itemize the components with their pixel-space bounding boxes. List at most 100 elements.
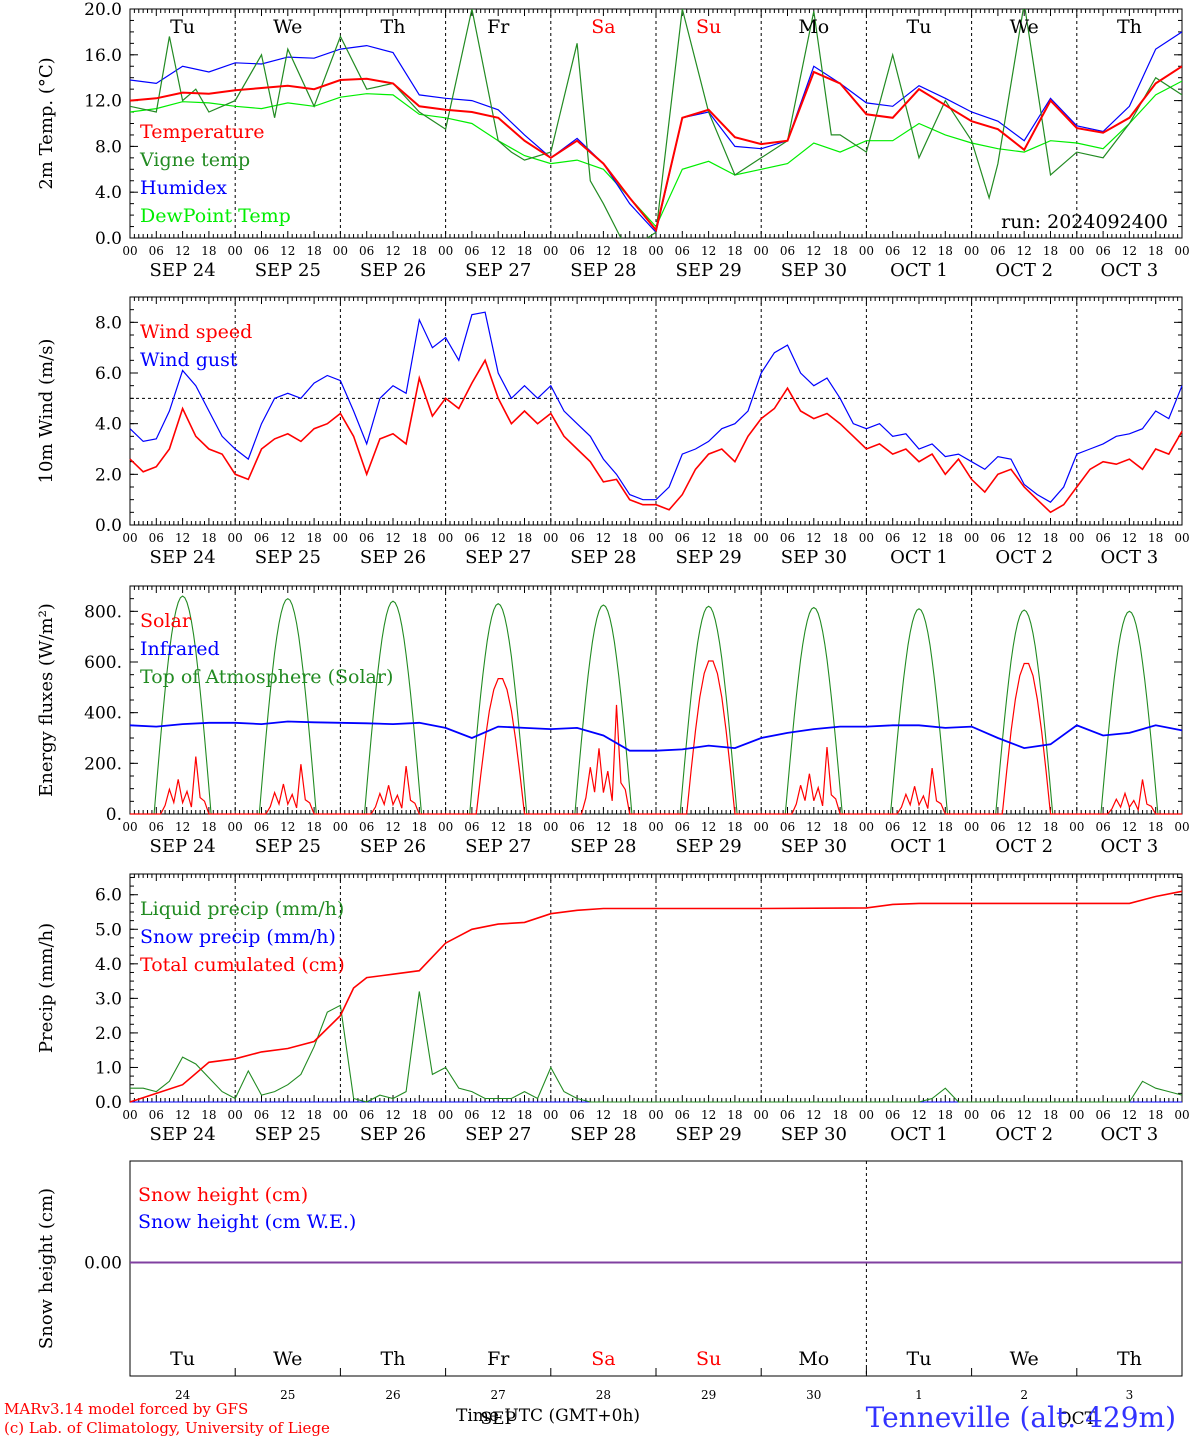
y-tick-label: 16.0 xyxy=(84,46,122,66)
y-axis-label: 2m Temp. (°C) xyxy=(36,57,57,189)
legend-snow-height: Snow height (cm) xyxy=(138,1184,308,1206)
lab-credit: (c) Lab. of Climatology, University of L… xyxy=(4,1419,330,1437)
hour-tick-label: 00 xyxy=(543,820,558,834)
date-label: SEP 26 xyxy=(360,1124,426,1145)
y-tick-label: 8.0 xyxy=(95,313,122,333)
y-tick-label: 4.0 xyxy=(95,183,122,203)
date-label: OCT 1 xyxy=(890,260,948,281)
hour-tick-label: 00 xyxy=(122,531,137,545)
date-label: SEP 29 xyxy=(675,547,741,568)
hour-tick-label: 06 xyxy=(464,244,479,258)
hour-tick-label: 12 xyxy=(806,244,821,258)
hour-tick-label: 18 xyxy=(832,531,847,545)
hour-tick-label: 00 xyxy=(228,531,243,545)
date-label: OCT 1 xyxy=(890,1124,948,1145)
model-credit: MARv3.14 model forced by GFS xyxy=(4,1400,249,1418)
hour-tick-label: 18 xyxy=(622,1108,637,1122)
y-tick-label: 20.0 xyxy=(84,0,122,20)
hour-tick-label: 00 xyxy=(964,1108,979,1122)
temp-panel: 00 06 12 18 00 06 12 18 00 06 12 18 00 06 12 18 00 06 12 18… xyxy=(36,0,1190,281)
hour-tick-label: 12 xyxy=(280,531,295,545)
hour-tick-label: 18 xyxy=(201,820,216,834)
y-tick-label: 6.0 xyxy=(95,886,122,906)
month-label-sep: SEP xyxy=(480,1409,516,1429)
weekday-label: Tu xyxy=(907,1348,932,1370)
date-label: SEP 29 xyxy=(675,1124,741,1145)
legend-infrared: Infrared xyxy=(140,638,220,660)
hour-tick-label: 06 xyxy=(1095,1108,1110,1122)
hour-tick-label: 06 xyxy=(254,820,269,834)
day-number: 26 xyxy=(385,1388,400,1402)
date-label: SEP 26 xyxy=(360,836,426,857)
hour-tick-label: 06 xyxy=(675,1108,690,1122)
hour-tick-label: 06 xyxy=(885,1108,900,1122)
series-line-infrared xyxy=(129,720,1183,752)
date-label: OCT 3 xyxy=(1101,547,1159,568)
hour-tick-label: 18 xyxy=(517,244,532,258)
hour-tick-label: 18 xyxy=(938,531,953,545)
hour-tick-label: 00 xyxy=(438,1108,453,1122)
hour-tick-label: 00 xyxy=(859,1108,874,1122)
date-label: OCT 2 xyxy=(995,547,1053,568)
date-label: SEP 30 xyxy=(781,836,847,857)
hour-tick-label: 18 xyxy=(517,531,532,545)
hour-tick-label: 06 xyxy=(780,1108,795,1122)
hour-tick-label: 18 xyxy=(1148,820,1163,834)
hour-tick-label: 12 xyxy=(701,820,716,834)
day-number: 27 xyxy=(491,1388,506,1402)
y-tick-label: 2.0 xyxy=(95,465,122,485)
series-line-temperature xyxy=(130,65,1182,233)
hour-tick-label: 00 xyxy=(543,531,558,545)
hour-tick-label: 12 xyxy=(1017,531,1032,545)
hour-tick-label: 18 xyxy=(727,244,742,258)
hour-tick-label: 00 xyxy=(228,820,243,834)
hour-tick-label: 06 xyxy=(149,1108,164,1122)
hour-tick-label: 12 xyxy=(1017,820,1032,834)
weekday-label: Th xyxy=(1117,1348,1142,1370)
hour-tick-label: 06 xyxy=(254,244,269,258)
series-line-solar xyxy=(130,660,1182,815)
y-tick-label: 6.0 xyxy=(95,364,122,384)
day-number: 24 xyxy=(175,1388,191,1402)
hour-tick-label: 00 xyxy=(859,531,874,545)
hour-tick-label: 06 xyxy=(359,1108,374,1122)
x-axis-title: Time UTC (GMT+0h) xyxy=(456,1406,641,1426)
date-label: SEP 24 xyxy=(149,547,215,568)
hour-tick-label: 18 xyxy=(412,820,427,834)
hour-tick-label: 18 xyxy=(201,244,216,258)
energy-panel: 00 06 12 18 00 06 12 18 00 06 12 18 00 06 12 18 00 06 12 18… xyxy=(36,585,1190,857)
hour-tick-label: 12 xyxy=(1122,244,1137,258)
hour-tick-label: 18 xyxy=(832,244,847,258)
weekday-label: Sa xyxy=(591,1348,615,1370)
hour-tick-label: 00 xyxy=(964,820,979,834)
hour-tick-label: 00 xyxy=(964,244,979,258)
hour-tick-label: 12 xyxy=(385,820,400,834)
date-label: SEP 30 xyxy=(781,547,847,568)
date-label: OCT 2 xyxy=(995,836,1053,857)
precip-panel: 00 06 12 18 00 06 12 18 00 06 12 18 00 06 12 18 00 06 12 18… xyxy=(36,873,1190,1145)
y-tick-label: 600. xyxy=(84,653,122,673)
hour-tick-label: 18 xyxy=(938,244,953,258)
hour-tick-label: 18 xyxy=(832,820,847,834)
date-label: OCT 3 xyxy=(1101,260,1159,281)
date-label: SEP 24 xyxy=(149,836,215,857)
y-axis-label: 10m Wind (m/s) xyxy=(36,339,57,484)
hour-tick-label: 06 xyxy=(149,244,164,258)
hour-tick-label: 18 xyxy=(622,531,637,545)
hour-tick-label: 00 xyxy=(333,531,348,545)
hour-tick-label: 06 xyxy=(990,244,1005,258)
weekday-label: Fr xyxy=(487,16,510,38)
hour-tick-label: 06 xyxy=(254,1108,269,1122)
hour-tick-label: 00 xyxy=(1069,531,1084,545)
hour-tick-label: 00 xyxy=(754,244,769,258)
hour-tick-label: 18 xyxy=(1148,1108,1163,1122)
hour-tick-label: 18 xyxy=(201,1108,216,1122)
hour-tick-label: 12 xyxy=(1122,820,1137,834)
date-label: SEP 24 xyxy=(149,1124,215,1145)
y-tick-label: 4.0 xyxy=(95,415,122,435)
hour-tick-label: 06 xyxy=(675,244,690,258)
date-label: SEP 25 xyxy=(255,1124,321,1145)
hour-tick-label: 12 xyxy=(175,531,190,545)
hour-tick-label: 18 xyxy=(201,531,216,545)
hour-tick-label: 00 xyxy=(543,1108,558,1122)
